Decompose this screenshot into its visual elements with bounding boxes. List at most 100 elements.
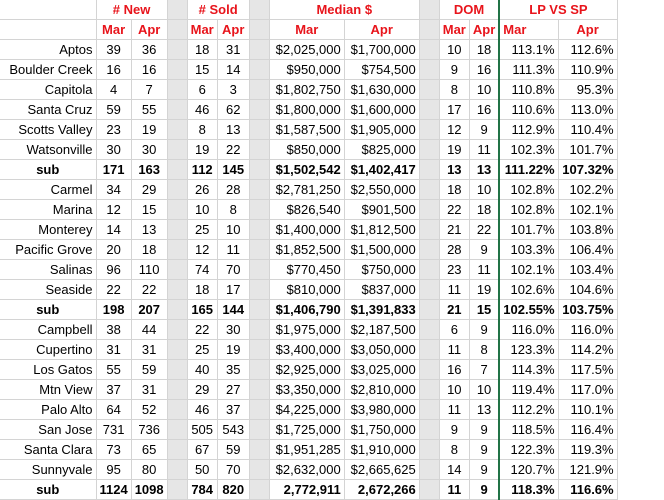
lp-mar-cell[interactable]: 111.3% [498, 59, 559, 80]
city-cell[interactable]: Cupertino [0, 339, 97, 360]
sold-apr-cell[interactable]: 145 [217, 159, 250, 180]
city-cell[interactable]: Scotts Valley [0, 119, 97, 140]
new-apr-cell[interactable]: 736 [131, 419, 168, 440]
city-cell[interactable]: Seaside [0, 279, 97, 300]
dom-apr-cell[interactable]: 22 [469, 219, 500, 240]
median-mar-cell[interactable]: $1,975,000 [269, 319, 345, 340]
sold-mar-cell[interactable]: 165 [187, 299, 218, 320]
new-mar-header[interactable]: Mar [96, 19, 132, 40]
dom-apr-cell[interactable]: 9 [469, 319, 500, 340]
sold-mar-header[interactable]: Mar [187, 19, 218, 40]
median-apr-cell[interactable]: $1,910,000 [344, 439, 420, 460]
lp-apr-cell[interactable]: 110.4% [558, 119, 618, 140]
new-apr-cell[interactable]: 52 [131, 399, 168, 420]
corner-cell[interactable] [0, 0, 97, 20]
median-apr-cell[interactable]: $2,665,625 [344, 459, 420, 480]
median-apr-cell[interactable]: $2,810,000 [344, 379, 420, 400]
lp-mar-cell[interactable]: 113.1% [498, 39, 559, 60]
sold-mar-cell[interactable]: 112 [187, 159, 218, 180]
median-apr-cell[interactable]: $1,391,833 [344, 299, 420, 320]
lp-mar-cell[interactable]: 118.5% [498, 419, 559, 440]
new-mar-cell[interactable]: 59 [96, 99, 132, 120]
sold-mar-cell[interactable]: 784 [187, 479, 218, 500]
median-apr-cell[interactable]: $1,700,000 [344, 39, 420, 60]
city-cell[interactable]: sub [0, 299, 97, 320]
lp-apr-cell[interactable]: 104.6% [558, 279, 618, 300]
city-cell[interactable]: sub [0, 479, 97, 500]
median-apr-cell[interactable]: $825,000 [344, 139, 420, 160]
lp-mar-cell[interactable]: 123.3% [498, 339, 559, 360]
new-mar-cell[interactable]: 4 [96, 79, 132, 100]
sold-apr-cell[interactable]: 31 [217, 39, 250, 60]
sold-apr-cell[interactable]: 27 [217, 379, 250, 400]
dom-apr-cell[interactable]: 19 [469, 279, 500, 300]
median-apr-cell[interactable]: $1,905,000 [344, 119, 420, 140]
median-mar-cell[interactable]: $3,350,000 [269, 379, 345, 400]
new-mar-cell[interactable]: 198 [96, 299, 132, 320]
dom-apr-cell[interactable]: 11 [469, 259, 500, 280]
median-mar-cell[interactable]: $810,000 [269, 279, 345, 300]
median-mar-cell[interactable]: $2,632,000 [269, 459, 345, 480]
new-mar-cell[interactable]: 73 [96, 439, 132, 460]
sold-apr-cell[interactable]: 3 [217, 79, 250, 100]
lp-apr-header[interactable]: Apr [558, 19, 618, 40]
new-apr-cell[interactable]: 110 [131, 259, 168, 280]
sold-apr-cell[interactable]: 17 [217, 279, 250, 300]
new-apr-cell[interactable]: 80 [131, 459, 168, 480]
group-median-header[interactable]: Median $ [269, 0, 420, 20]
lp-apr-cell[interactable]: 103.4% [558, 259, 618, 280]
dom-mar-header[interactable]: Mar [439, 19, 470, 40]
sold-apr-cell[interactable]: 37 [217, 399, 250, 420]
median-mar-cell[interactable]: $2,925,000 [269, 359, 345, 380]
lp-apr-cell[interactable]: 119.3% [558, 439, 618, 460]
median-apr-cell[interactable]: $2,187,500 [344, 319, 420, 340]
sold-apr-cell[interactable]: 30 [217, 319, 250, 340]
median-apr-cell[interactable]: $3,980,000 [344, 399, 420, 420]
sold-mar-cell[interactable]: 18 [187, 39, 218, 60]
dom-mar-cell[interactable]: 11 [439, 339, 470, 360]
dom-mar-cell[interactable]: 11 [439, 479, 470, 500]
median-mar-cell[interactable]: $1,587,500 [269, 119, 345, 140]
median-apr-cell[interactable]: 2,672,266 [344, 479, 420, 500]
new-apr-cell[interactable]: 7 [131, 79, 168, 100]
lp-apr-cell[interactable]: 117.0% [558, 379, 618, 400]
new-apr-cell[interactable]: 18 [131, 239, 168, 260]
median-mar-cell[interactable]: $2,025,000 [269, 39, 345, 60]
lp-mar-cell[interactable]: 114.3% [498, 359, 559, 380]
lp-mar-cell[interactable]: 111.22% [498, 159, 559, 180]
sold-apr-cell[interactable]: 22 [217, 139, 250, 160]
lp-mar-cell[interactable]: 102.3% [498, 139, 559, 160]
median-apr-cell[interactable]: $1,812,500 [344, 219, 420, 240]
dom-mar-cell[interactable]: 19 [439, 139, 470, 160]
new-apr-cell[interactable]: 22 [131, 279, 168, 300]
new-apr-header[interactable]: Apr [131, 19, 168, 40]
dom-mar-cell[interactable]: 10 [439, 379, 470, 400]
city-cell[interactable]: Pacific Grove [0, 239, 97, 260]
sold-mar-cell[interactable]: 25 [187, 219, 218, 240]
dom-apr-cell[interactable]: 13 [469, 399, 500, 420]
sold-apr-cell[interactable]: 13 [217, 119, 250, 140]
city-header-cell[interactable] [0, 19, 97, 40]
dom-mar-cell[interactable]: 8 [439, 439, 470, 460]
sold-apr-cell[interactable]: 28 [217, 179, 250, 200]
city-cell[interactable]: San Jose [0, 419, 97, 440]
sold-apr-cell[interactable]: 62 [217, 99, 250, 120]
dom-mar-cell[interactable]: 10 [439, 39, 470, 60]
median-apr-cell[interactable]: $1,600,000 [344, 99, 420, 120]
median-apr-cell[interactable]: $1,402,417 [344, 159, 420, 180]
lp-mar-cell[interactable]: 102.1% [498, 259, 559, 280]
sold-apr-cell[interactable]: 543 [217, 419, 250, 440]
dom-mar-cell[interactable]: 21 [439, 219, 470, 240]
median-mar-cell[interactable]: $2,781,250 [269, 179, 345, 200]
sold-apr-header[interactable]: Apr [217, 19, 250, 40]
city-cell[interactable]: sub [0, 159, 97, 180]
dom-mar-cell[interactable]: 12 [439, 119, 470, 140]
new-mar-cell[interactable]: 38 [96, 319, 132, 340]
lp-mar-cell[interactable]: 122.3% [498, 439, 559, 460]
sold-mar-cell[interactable]: 67 [187, 439, 218, 460]
new-apr-cell[interactable]: 44 [131, 319, 168, 340]
median-mar-cell[interactable]: $3,400,000 [269, 339, 345, 360]
median-apr-cell[interactable]: $2,550,000 [344, 179, 420, 200]
lp-mar-cell[interactable]: 102.6% [498, 279, 559, 300]
city-cell[interactable]: Campbell [0, 319, 97, 340]
